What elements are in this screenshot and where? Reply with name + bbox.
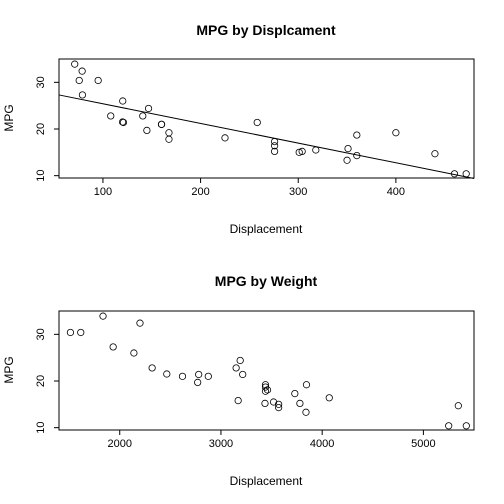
data-point xyxy=(239,370,247,379)
x-axis-label: Displacement xyxy=(230,474,303,488)
data-point xyxy=(325,394,333,402)
data-point xyxy=(431,150,439,158)
data-point xyxy=(344,145,352,153)
data-point xyxy=(291,389,299,398)
data-point xyxy=(71,60,79,68)
x-tick-label: 100 xyxy=(94,186,112,198)
data-point xyxy=(263,386,272,394)
x-tick-label: 2000 xyxy=(107,438,131,450)
marks-layer xyxy=(66,312,470,430)
data-point xyxy=(232,364,240,372)
data-point xyxy=(271,142,279,150)
x-tick-label: 300 xyxy=(289,186,307,198)
data-point xyxy=(148,364,156,372)
data-point xyxy=(66,328,75,337)
y-tick-label: 20 xyxy=(35,375,47,387)
data-point xyxy=(109,343,117,351)
data-point xyxy=(157,120,166,128)
plot-frame xyxy=(58,58,475,179)
plot-frame xyxy=(58,310,475,431)
data-point xyxy=(144,104,153,113)
data-point xyxy=(271,147,279,155)
y-tick-label: 30 xyxy=(35,76,47,88)
data-point xyxy=(312,146,320,154)
data-point xyxy=(165,135,173,143)
y-tick-label: 20 xyxy=(35,123,47,135)
x-tick-label: 3000 xyxy=(209,438,233,450)
data-point xyxy=(392,129,400,137)
data-point xyxy=(178,372,187,380)
tick-layer: 100 200 300 400 10 20 30 xyxy=(35,76,405,198)
data-point xyxy=(221,134,229,142)
data-point xyxy=(462,422,470,430)
data-point xyxy=(234,396,242,405)
data-point xyxy=(445,422,453,430)
data-point xyxy=(163,370,171,378)
data-point xyxy=(99,312,107,320)
data-point xyxy=(165,129,173,137)
x-tick-label: 4000 xyxy=(310,438,334,450)
data-point xyxy=(298,147,306,155)
regression-line xyxy=(58,94,475,179)
marks-layer xyxy=(58,60,475,179)
data-point xyxy=(271,138,279,146)
data-point xyxy=(130,349,138,357)
y-tick-label: 30 xyxy=(35,328,47,340)
data-point xyxy=(253,118,261,127)
data-point xyxy=(75,76,83,85)
x-axis-label: Displacement xyxy=(230,222,303,236)
data-point xyxy=(107,112,115,120)
data-point xyxy=(78,67,86,75)
chart-title: MPG by Displcament xyxy=(196,22,336,38)
data-point xyxy=(78,91,87,99)
data-point xyxy=(275,403,283,412)
data-point xyxy=(194,378,202,386)
data-point xyxy=(236,356,244,365)
data-point xyxy=(77,328,85,337)
data-point xyxy=(302,408,310,416)
data-point xyxy=(119,97,127,105)
data-point xyxy=(195,370,203,379)
weight-panel: MPG by Weight Displacement MPG 2000 3000 4… xyxy=(2,273,475,488)
data-point xyxy=(261,399,269,407)
data-point xyxy=(353,131,361,139)
x-tick-label: 200 xyxy=(191,186,209,198)
y-axis-label: MPG xyxy=(2,104,16,131)
data-point xyxy=(295,148,303,156)
y-tick-label: 10 xyxy=(35,422,47,434)
x-tick-label: 400 xyxy=(387,186,405,198)
data-point xyxy=(275,400,283,408)
displacement-panel: MPG by Displcament Displacement MPG 100 2… xyxy=(2,22,475,236)
data-point xyxy=(94,76,102,85)
data-point xyxy=(139,112,147,120)
data-point xyxy=(204,372,212,380)
data-point xyxy=(302,381,311,389)
data-point xyxy=(343,156,351,164)
y-tick-label: 10 xyxy=(35,170,47,182)
tick-layer: 2000 3000 4000 5000 10 20 30 xyxy=(35,328,436,450)
data-point xyxy=(296,399,304,407)
data-point xyxy=(261,387,270,395)
chart-title: MPG by Weight xyxy=(215,273,318,289)
x-tick-label: 5000 xyxy=(411,438,435,450)
data-point xyxy=(454,402,462,410)
data-point xyxy=(143,126,151,134)
data-point xyxy=(119,118,128,127)
y-axis-label: MPG xyxy=(2,356,16,383)
data-point xyxy=(136,319,144,327)
